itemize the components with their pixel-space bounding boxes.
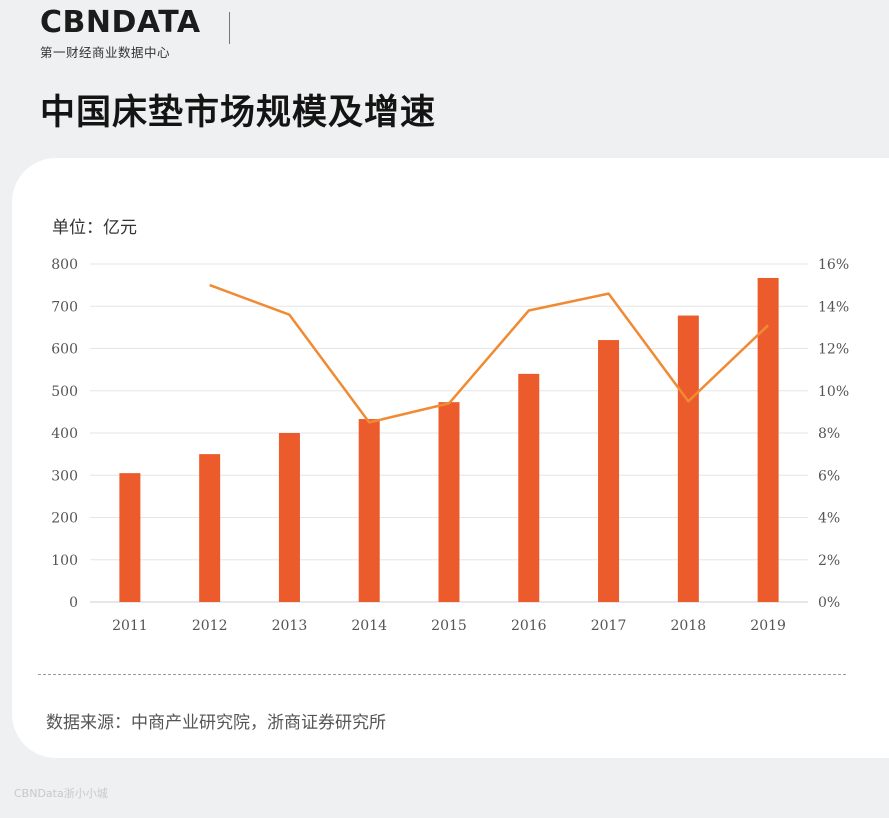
bar	[677, 315, 699, 602]
y-left-tick-label: 0	[69, 595, 78, 611]
bar	[598, 340, 620, 602]
y-left-tick-label: 800	[51, 257, 78, 273]
y-left-tick-label: 200	[51, 511, 78, 527]
y-right-tick-label: 4%	[818, 511, 840, 527]
source-note: 数据来源：中商产业研究院，浙商证券研究所	[46, 713, 386, 733]
x-tick-label: 2014	[351, 618, 387, 634]
y-right-tick-label: 8%	[818, 426, 840, 442]
y-right-tick-label: 14%	[818, 299, 849, 315]
x-tick-label: 2019	[750, 618, 786, 634]
x-tick-label: 2012	[192, 618, 228, 634]
unit-label: 单位：亿元	[52, 218, 137, 238]
y-right-tick-label: 6%	[818, 468, 840, 484]
cbndata-logo: CBNDATA	[40, 5, 201, 40]
bar	[199, 454, 221, 602]
x-tick-label: 2015	[431, 618, 467, 634]
x-tick-label: 2011	[112, 618, 148, 634]
bar	[438, 402, 460, 602]
brand: CBNDATA 第一财经商业数据中心	[40, 6, 201, 61]
bar	[757, 277, 779, 602]
y-right-tick-label: 2%	[818, 553, 840, 569]
y-left-tick-label: 300	[51, 468, 78, 484]
page-title: 中国床垫市场规模及增速	[40, 93, 437, 133]
brand-divider	[229, 12, 230, 44]
y-left-tick-label: 600	[51, 342, 78, 358]
y-right-tick-label: 12%	[818, 342, 849, 358]
watermark: CBNData浙小小城	[14, 787, 108, 800]
x-tick-label: 2017	[591, 618, 627, 634]
y-right-tick-label: 16%	[818, 257, 849, 273]
bar	[358, 419, 380, 602]
x-tick-label: 2016	[511, 618, 547, 634]
bar	[518, 373, 540, 602]
divider	[38, 674, 846, 675]
y-left-tick-label: 400	[51, 426, 78, 442]
bar	[278, 433, 300, 602]
y-left-tick-label: 100	[51, 553, 78, 569]
y-right-tick-label: 0%	[818, 595, 840, 611]
x-tick-label: 2018	[671, 618, 707, 634]
y-left-tick-label: 500	[51, 384, 78, 400]
y-left-tick-label: 700	[51, 299, 78, 315]
brand-tagline: 第一财经商业数据中心	[40, 45, 171, 60]
growth-line	[209, 283, 769, 424]
y-right-tick-label: 10%	[818, 384, 849, 400]
bar	[119, 473, 141, 602]
x-tick-label: 2013	[272, 618, 308, 634]
